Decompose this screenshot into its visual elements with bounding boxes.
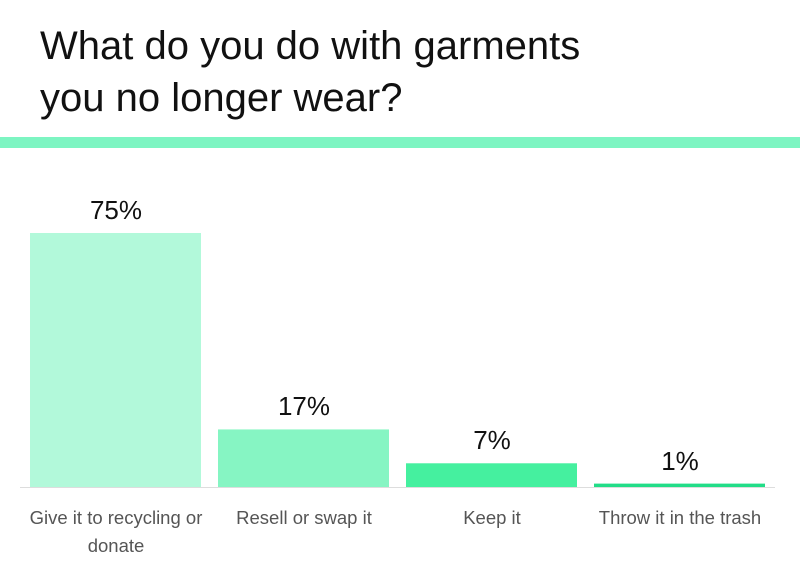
x-tick-label: Resell or swap it	[236, 507, 372, 528]
bar	[218, 429, 389, 487]
x-tick-label: Keep it	[463, 507, 521, 528]
bar	[406, 463, 577, 487]
value-label: 1%	[661, 445, 699, 476]
chart-title: What do you do with garments you no long…	[40, 24, 581, 120]
value-label: 7%	[473, 425, 511, 456]
bar	[594, 483, 765, 487]
bar	[30, 233, 201, 487]
x-tick-label: Throw it in the trash	[598, 507, 762, 528]
value-label: 75%	[89, 195, 143, 225]
x-tick-label: Give it to recycling or donate	[29, 507, 203, 556]
title-band	[0, 137, 800, 148]
value-label: 17%	[277, 391, 331, 422]
